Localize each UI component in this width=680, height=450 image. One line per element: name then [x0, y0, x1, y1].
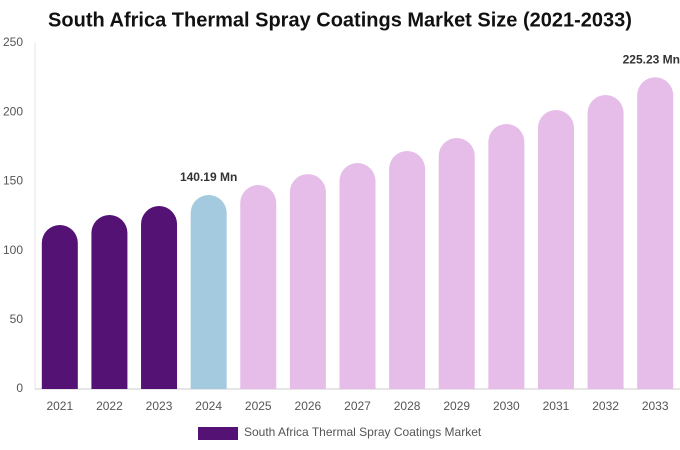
bar — [141, 206, 178, 389]
x-tick-label: 2023 — [146, 399, 173, 413]
chart-title: South Africa Thermal Spray Coatings Mark… — [48, 9, 632, 31]
bar — [637, 77, 674, 389]
x-tick-label: 2030 — [493, 399, 520, 413]
x-tick-label: 2028 — [394, 399, 421, 413]
x-tick-label: 2024 — [195, 399, 222, 413]
data-label: 225.23 Mn — [623, 52, 680, 66]
y-tick-label: 250 — [3, 35, 23, 49]
y-tick-label: 0 — [16, 381, 23, 395]
bar — [289, 174, 326, 389]
bar — [438, 137, 475, 389]
y-tick-label: 100 — [3, 243, 23, 257]
bar — [41, 225, 78, 389]
x-tick-label: 2031 — [543, 399, 570, 413]
x-tick-label: 2021 — [46, 399, 73, 413]
bar — [339, 162, 376, 389]
legend-label: South Africa Thermal Spray Coatings Mark… — [244, 425, 482, 439]
x-tick-label: 2025 — [245, 399, 272, 413]
bar — [91, 215, 128, 389]
x-tick-label: 2027 — [344, 399, 371, 413]
y-tick-label: 50 — [10, 312, 24, 326]
x-tick-label: 2026 — [295, 399, 322, 413]
y-tick-label: 200 — [3, 104, 23, 118]
x-tick-label: 2022 — [96, 399, 123, 413]
bar — [190, 194, 227, 389]
y-tick-label: 150 — [3, 174, 23, 188]
legend-swatch — [198, 427, 238, 440]
bar — [389, 150, 426, 389]
bar — [537, 109, 574, 390]
bar — [587, 95, 624, 390]
bar — [488, 123, 525, 389]
data-label: 140.19 Mn — [180, 170, 237, 184]
bar — [240, 184, 277, 389]
x-tick-label: 2033 — [642, 399, 669, 413]
x-tick-label: 2032 — [592, 399, 619, 413]
x-tick-label: 2029 — [443, 399, 470, 413]
